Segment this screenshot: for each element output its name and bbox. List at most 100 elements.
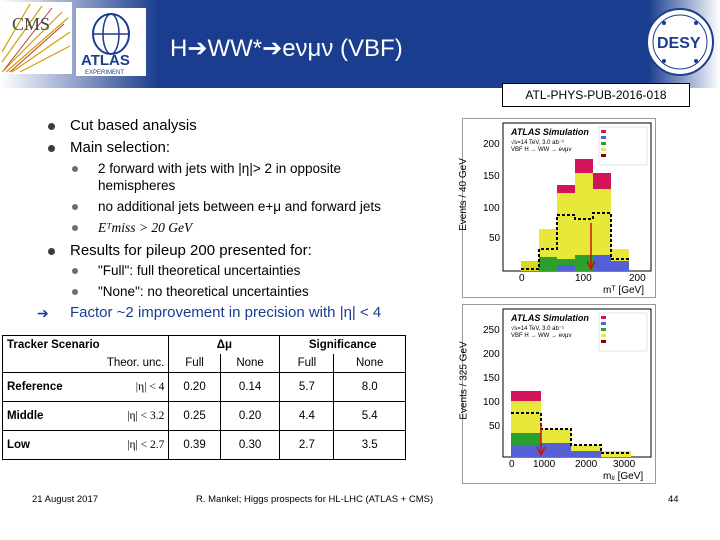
legend-swatch [601, 340, 606, 343]
plot-mjj-ytick: 50 [489, 421, 501, 432]
cell-delta-full: 0.39 [168, 430, 221, 460]
table-row: Middle |η| < 3.2 0.25 0.20 4.4 5.4 [1, 401, 406, 431]
legend-swatch [601, 316, 606, 319]
plot-mjj: ATLAS Simulation √s=14 TeV, 3.0 ab⁻¹ VBF… [459, 304, 656, 484]
plot-mt-xlabel: mᵀ [GeV] [603, 285, 645, 296]
plot-mt-signal-line [521, 212, 629, 270]
legend-swatch [601, 136, 606, 139]
header-none: None [219, 354, 281, 373]
cell-delta-none: 0.20 [219, 401, 281, 431]
bullet-dot [48, 123, 55, 130]
row-scenario: Reference |η| < 4 [1, 372, 170, 402]
header-tracker: Tracker Scenario [1, 335, 170, 354]
cell-delta-full: 0.20 [168, 372, 221, 402]
row-name: Middle [7, 410, 44, 422]
plot-mt-cut-arrowhead [586, 260, 596, 271]
bar [575, 159, 593, 173]
bullet-text: Results for pileup 200 presented for: [70, 242, 312, 259]
factor-improvement: Factor ~2 improvement in precision with … [70, 304, 382, 321]
cms-logo: CMS [1, 2, 72, 74]
bar [611, 261, 629, 271]
bullet-text: Eᵀmiss > 20 GeV [98, 220, 193, 235]
bullet-selection-no-jets: no additional jets between e+μ and forwa… [72, 199, 381, 214]
bar [557, 193, 575, 271]
svg-text:CMS: CMS [12, 14, 50, 34]
row-cut: |η| < 4 [135, 381, 165, 393]
cell-sig-none: 5.4 [333, 401, 406, 431]
svg-text:ATLAS: ATLAS [81, 52, 130, 69]
legend-swatch [601, 328, 606, 331]
row-cut: |η| < 2.7 [127, 439, 165, 451]
publication-reference: ATL-PHYS-PUB-2016-018 [502, 83, 690, 107]
footer-page-number: 44 [668, 494, 679, 505]
atlas-logo: ATLAS EXPERIMENT [76, 8, 146, 76]
header-delta-mu: Δμ [168, 335, 281, 354]
bullet-dot [72, 289, 78, 295]
plot-mt-ytick: 100 [483, 203, 500, 214]
slide-title: H➔WW*➔eνμν (VBF) [170, 35, 403, 62]
bullet-full: "Full": full theoretical uncertainties [72, 263, 301, 278]
header-significance: Significance [279, 335, 406, 354]
plot-mt-xtick: 100 [575, 273, 592, 284]
bar [521, 261, 539, 271]
legend-swatch [601, 322, 606, 325]
plot-mjj-ytick: 100 [483, 397, 500, 408]
plot-mjj-xtick: 1000 [533, 459, 556, 470]
cell-sig-none: 3.5 [333, 430, 406, 460]
plot-mjj-xtick: 0 [509, 459, 515, 470]
footer-date: 21 August 2017 [32, 494, 99, 505]
header-full: Full [168, 354, 221, 373]
bar [557, 265, 575, 271]
row-scenario: Middle |η| < 3.2 [1, 401, 170, 431]
bullet-dot [72, 268, 78, 274]
plot-mt-info2: VBF H → WW → eνμν [511, 147, 572, 153]
plot-mt-ytick: 200 [483, 139, 500, 150]
footer-author: R. Mankel; Higgs prospects for HL-LHC (A… [196, 494, 434, 505]
plot-mjj-legend [598, 312, 648, 352]
cell-sig-full: 5.7 [279, 372, 335, 402]
row-name: Reference [7, 381, 63, 393]
plot-mjj-xtick: 2000 [575, 459, 598, 470]
bar [541, 443, 571, 457]
bullet-text: "Full": full theoretical uncertainties [98, 263, 301, 278]
plot-mjj-info1: √s=14 TeV, 3.0 ab⁻¹ [511, 326, 564, 332]
row-cut: |η| < 3.2 [127, 410, 165, 422]
legend-swatch [601, 334, 606, 337]
plot-mt: ATLAS Simulation √s=14 TeV, 3.0 ab⁻¹ VBF… [458, 118, 656, 298]
plot-mjj-atlas-label: ATLAS Simulation [511, 313, 589, 323]
plot-mt-legend [598, 126, 648, 166]
cell-sig-full: 4.4 [279, 401, 335, 431]
plot-mt-xtick: 200 [629, 273, 646, 284]
bar [593, 189, 611, 271]
results-table: Tracker Scenario Δμ Significance Theor. … [1, 335, 406, 460]
bullet-main-selection: Main selection: [48, 139, 170, 156]
bullet-selection-jets-cont: hemispheres [98, 178, 175, 193]
svg-text:EXPERIMENT: EXPERIMENT [85, 70, 124, 76]
legend-swatch [601, 142, 606, 145]
bullet-dot [72, 166, 78, 172]
row-scenario: Low |η| < 2.7 [1, 430, 170, 460]
bullet-dot [72, 204, 78, 210]
bullet-text: 2 forward with jets with |η|> 2 in oppos… [98, 161, 342, 176]
table-header-row: Tracker Scenario Δμ Significance [1, 335, 406, 354]
cell-sig-full: 2.7 [279, 430, 335, 460]
bullet-text: no additional jets between e+μ and forwa… [98, 199, 381, 214]
bullet-cut-based: Cut based analysis [48, 117, 197, 134]
bullet-selection-met: Eᵀmiss > 20 GeV [72, 220, 193, 236]
bullet-results: Results for pileup 200 presented for: [48, 242, 312, 259]
bar [511, 445, 541, 457]
plot-mjj-cut-arrowhead [536, 446, 546, 457]
bar [571, 451, 601, 457]
bullet-selection-jets: 2 forward with jets with |η|> 2 in oppos… [72, 161, 342, 176]
bullet-text: Cut based analysis [70, 117, 197, 134]
header-full: Full [279, 354, 335, 373]
bullet-dot [48, 248, 55, 255]
plot-mjj-ytick: 250 [483, 325, 500, 336]
bullet-dot [48, 145, 55, 152]
plot-mjj-signal-line [511, 412, 631, 454]
bar [557, 185, 575, 193]
plot-mt-info1: √s=14 TeV, 3.0 ab⁻¹ [511, 140, 564, 146]
plot-mjj-ytick: 200 [483, 349, 500, 360]
plot-mt-ytick: 150 [483, 171, 500, 182]
cell-delta-none: 0.14 [219, 372, 281, 402]
